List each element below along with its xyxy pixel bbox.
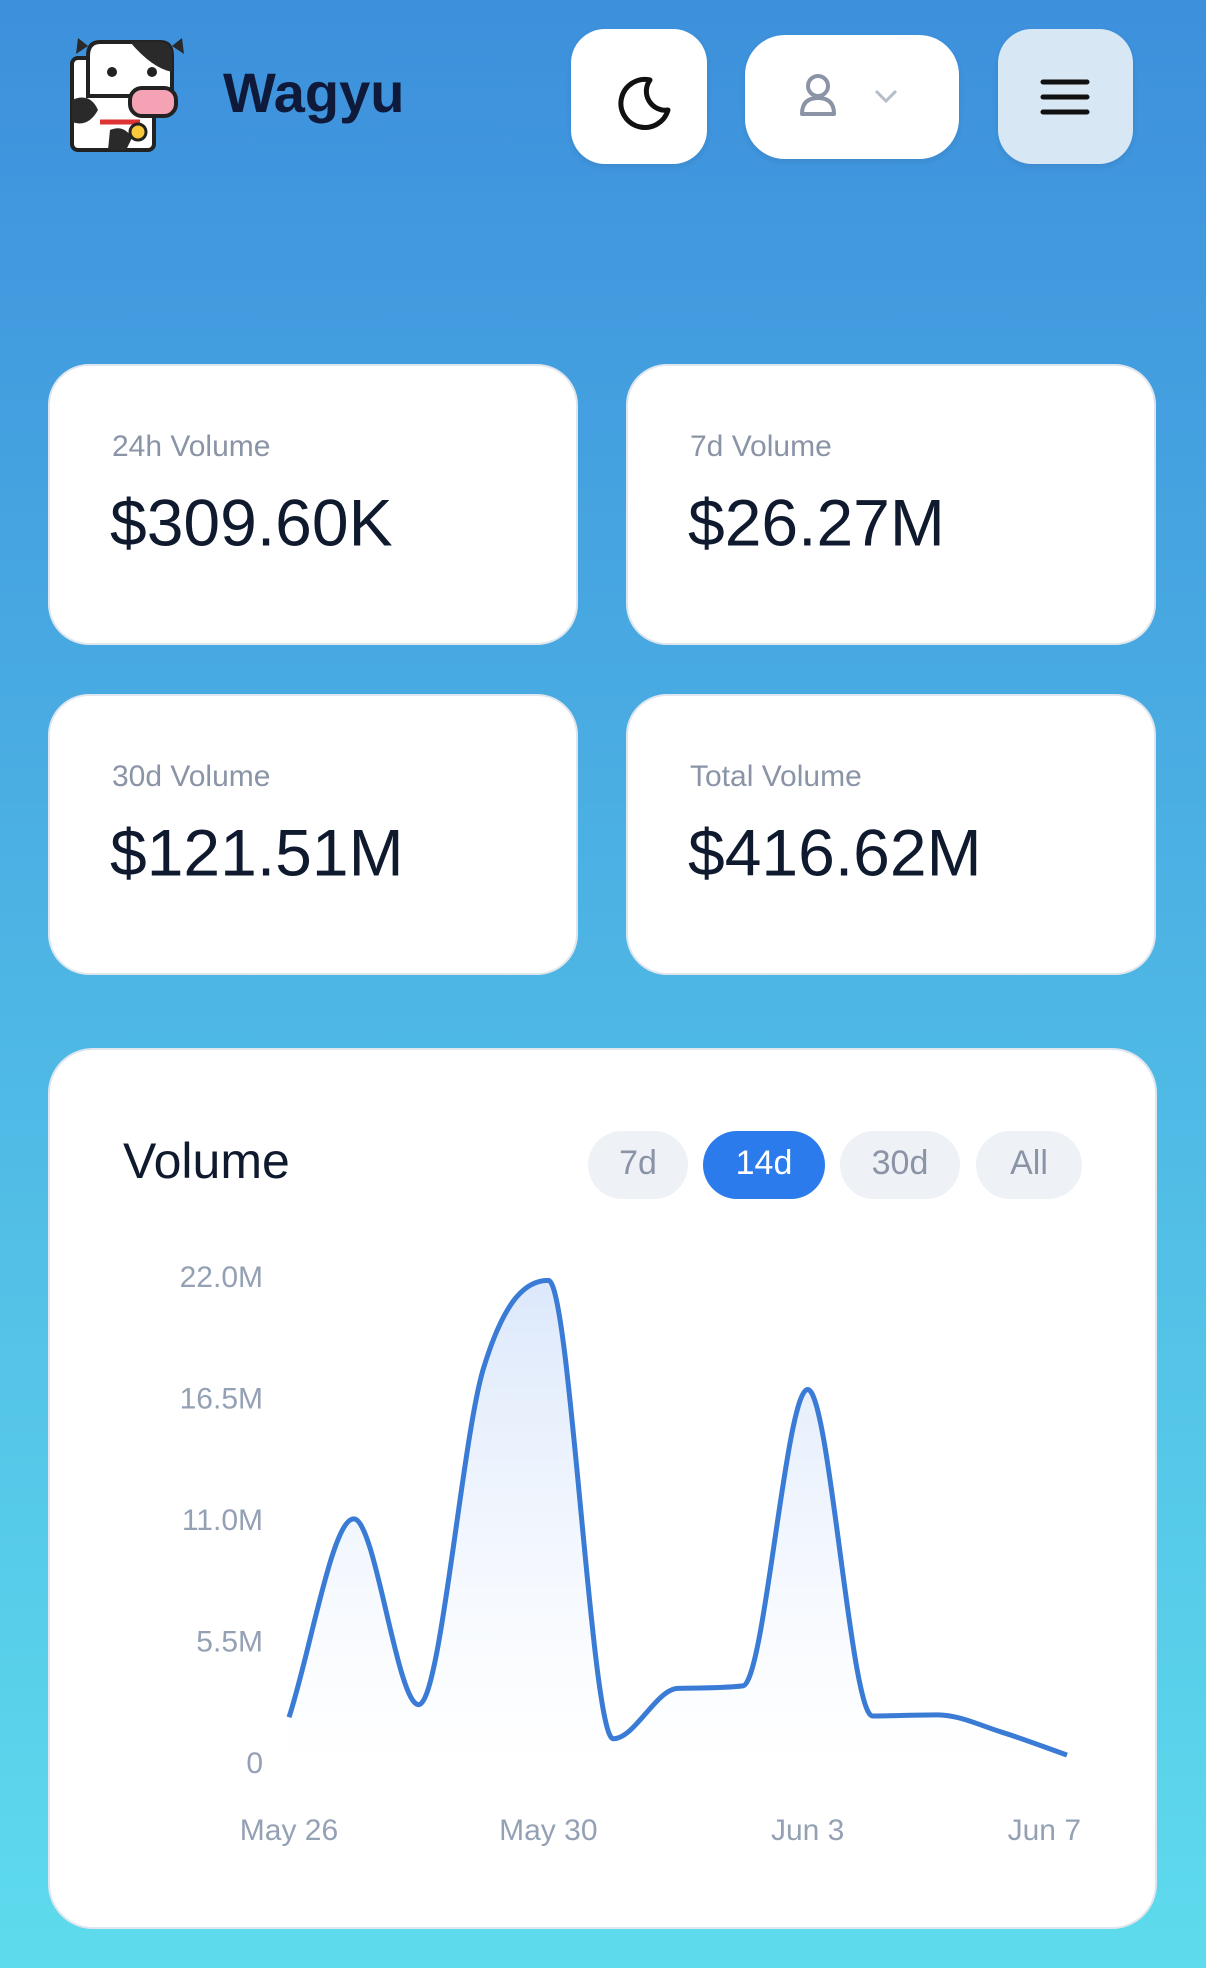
stat-label: 24h Volume <box>112 430 270 463</box>
range-label[interactable]: 14d <box>736 1144 793 1182</box>
range-pill[interactable] <box>703 1131 825 1199</box>
range-label[interactable]: 7d <box>619 1144 657 1182</box>
x-tick-label: May 30 <box>499 1814 597 1847</box>
y-tick-label: 22.0M <box>180 1261 263 1294</box>
x-tick-label: May 26 <box>240 1814 338 1847</box>
area <box>289 1280 1067 1765</box>
chart-title: Volume <box>123 1133 290 1189</box>
stat-card: 7d Volume $26.27M <box>626 364 1156 645</box>
logo <box>70 38 184 152</box>
menu-button[interactable] <box>998 29 1133 164</box>
brand: Wagyu <box>223 61 404 124</box>
stat-label: 7d Volume <box>690 430 832 463</box>
range-label[interactable]: 30d <box>872 1144 929 1182</box>
card-bg <box>626 364 1156 645</box>
stat-card: 30d Volume $121.51M <box>48 694 578 975</box>
stat-card: Total Volume $416.62M <box>626 694 1156 975</box>
account-menu[interactable] <box>745 35 959 159</box>
stat-value: $416.62M <box>688 815 982 889</box>
stat-label: 30d Volume <box>112 760 270 793</box>
theme-toggle[interactable] <box>571 29 707 164</box>
stat-value: $121.51M <box>110 815 404 889</box>
stat-card: 24h Volume $309.60K <box>48 364 578 645</box>
range-pill[interactable] <box>588 1131 688 1199</box>
stat-value: $309.60K <box>110 485 393 559</box>
range-label[interactable]: All <box>1010 1144 1048 1182</box>
card-bg <box>626 694 1156 975</box>
y-tick-label: 5.5M <box>196 1625 263 1658</box>
card-bg <box>48 364 578 645</box>
x-tick-label: Jun 7 <box>1008 1814 1081 1847</box>
y-tick-label: 11.0M <box>182 1504 263 1537</box>
stat-value: $26.27M <box>688 485 945 559</box>
card-bg <box>48 694 578 975</box>
y-tick-label: 0 <box>246 1747 263 1780</box>
range-pill[interactable] <box>976 1131 1082 1199</box>
y-tick-label: 16.5M <box>180 1382 263 1415</box>
series-line <box>286 1277 1068 1758</box>
stat-label: Total Volume <box>690 760 862 793</box>
range-pill[interactable] <box>840 1131 960 1199</box>
x-tick-label: Jun 3 <box>771 1814 844 1847</box>
